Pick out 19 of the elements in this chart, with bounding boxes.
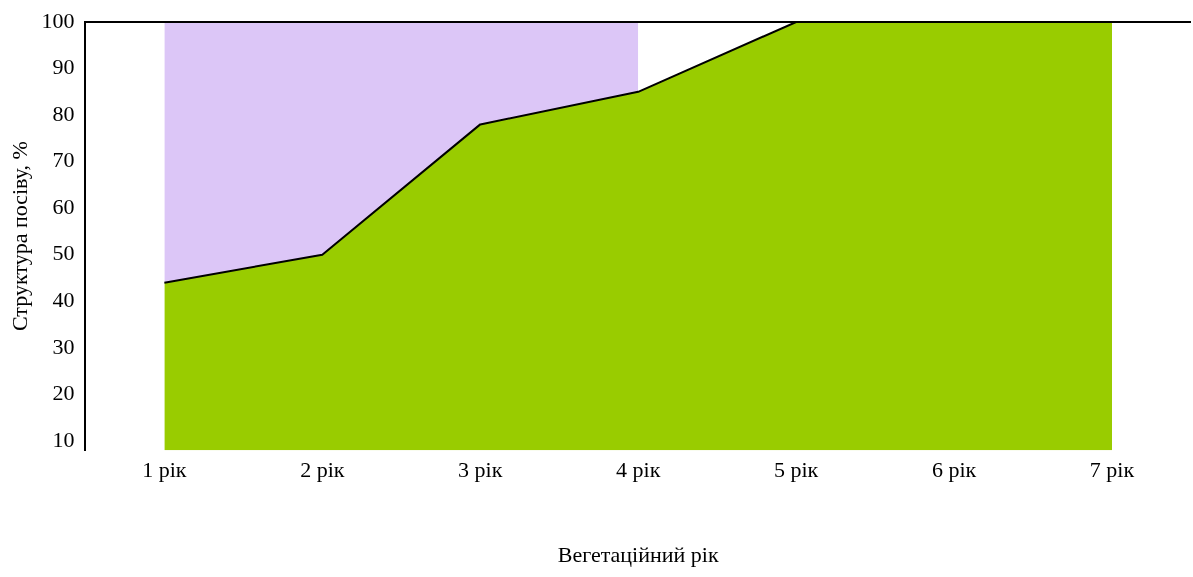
y-tick-label: 50 xyxy=(52,240,75,266)
y-tick-label: 30 xyxy=(52,333,75,359)
x-tick-label: 3 рік xyxy=(458,457,503,483)
x-tick-label: 7 рік xyxy=(1089,457,1135,483)
x-tick-label: 6 рік xyxy=(931,457,977,483)
y-tick-label: 90 xyxy=(52,54,75,80)
y-tick-label: 20 xyxy=(52,380,75,406)
y-tick-label: 10 xyxy=(52,426,75,452)
y-axis-title: Структура посіву, % xyxy=(6,141,32,332)
y-tick-label: 60 xyxy=(52,193,75,219)
x-tick-label: 4 рік xyxy=(616,457,661,483)
y-tick-label: 80 xyxy=(52,100,75,126)
y-tick-label: 40 xyxy=(52,287,75,313)
x-tick-label: 5 рік xyxy=(773,457,819,483)
x-axis-title: Вегетаційний рік xyxy=(557,541,719,567)
x-tick-label: 2 рік xyxy=(300,457,345,483)
x-tick-label: 1 рік xyxy=(142,457,187,483)
y-tick-label: 70 xyxy=(52,147,75,173)
y-tick-label: 100 xyxy=(41,7,75,33)
